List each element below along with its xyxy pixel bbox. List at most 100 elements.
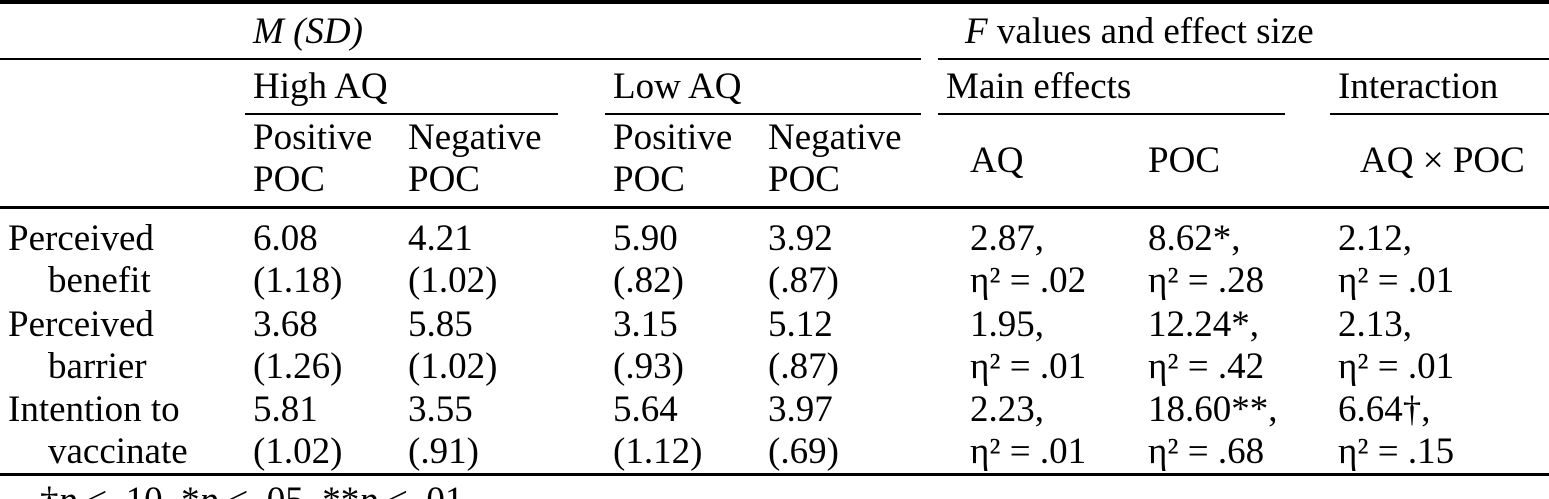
cell-main-effect-poc: 18.60**, η² = .68 — [1140, 387, 1286, 476]
col-header-low-positive-poc: Positive POC — [605, 114, 760, 209]
data-row-perceived-barrier: Perceived barrier 3.68 (1.26) 5.85 (1.02) … — [0, 303, 1549, 388]
note-p: p — [59, 480, 78, 499]
note-dagger: † — [40, 480, 59, 499]
mean-value: 5.85 — [408, 303, 473, 345]
cell-high-positive: 5.81 (1.02) — [245, 387, 400, 476]
cell-high-negative: 4.21 (1.02) — [400, 208, 558, 303]
corner-cell — [0, 59, 245, 114]
f-value: 2.23, — [970, 388, 1045, 430]
sd-value: (1.26) — [253, 345, 343, 387]
group-high-aq: High AQ — [245, 59, 558, 115]
data-row-perceived-benefit: Perceived benefit 6.08 (1.18) 4.21 (1.02) … — [0, 208, 1549, 303]
cell-high-negative: 5.85 (1.02) — [400, 303, 558, 388]
cell-gap — [1285, 387, 1331, 476]
eta-squared: η² = .01 — [970, 430, 1087, 472]
col-header-aq: AQ — [938, 114, 1141, 209]
col-header-aq-x-poc: AQ × POC — [1330, 114, 1549, 209]
sd-value: (.87) — [768, 345, 839, 387]
group-interaction: Interaction — [1330, 59, 1549, 115]
sd-value: (1.12) — [613, 430, 703, 472]
note-text: < .05, ** — [218, 480, 359, 499]
eta-squared: η² = .01 — [1338, 345, 1455, 387]
cell-interaction: 2.13, η² = .01 — [1330, 303, 1549, 388]
sd-value: (.91) — [408, 430, 479, 472]
data-row-intention-to-vaccinate: Intention to vaccinate 5.81 (1.02) 3.55 (.… — [0, 387, 1549, 476]
eta-squared: η² = .68 — [1148, 430, 1265, 472]
mean-value: 4.21 — [408, 218, 473, 259]
mean-value: 3.97 — [768, 388, 833, 430]
anova-results-table: M (SD) F values and effect size High AQ … — [0, 0, 1549, 476]
row-label-line2: barrier — [48, 345, 147, 387]
header-row-groups: High AQ Low AQ Main effects Interaction — [0, 59, 1549, 115]
header-row-columns: Positive POC Negative POC Positive POC N… — [0, 114, 1549, 209]
mean-value: 5.64 — [613, 388, 678, 430]
cell-low-negative: 3.92 (.87) — [760, 208, 921, 303]
f-value: 2.12, — [1338, 218, 1413, 259]
eta-squared: η² = .28 — [1148, 260, 1265, 301]
sd-value: (1.02) — [408, 345, 498, 387]
col-gap — [558, 114, 605, 209]
row-label: Intention to vaccinate — [0, 387, 245, 476]
eta-squared: η² = .15 — [1338, 430, 1455, 472]
mean-value: 5.12 — [768, 303, 833, 345]
eta-squared: η² = .42 — [1148, 345, 1265, 387]
corner-cell — [0, 114, 245, 209]
row-label-line1: Perceived — [8, 303, 154, 345]
mean-value: 6.08 — [253, 218, 318, 259]
sd-value: (.69) — [768, 430, 839, 472]
group-gap — [1285, 59, 1330, 114]
cell-interaction: 6.64†, η² = .15 — [1330, 387, 1549, 476]
eta-squared: η² = .02 — [970, 260, 1087, 301]
mean-value: 3.68 — [253, 303, 318, 345]
cell-low-positive: 3.15 (.93) — [605, 303, 760, 388]
sd-value: (1.18) — [253, 260, 343, 301]
row-label-line2: benefit — [48, 260, 151, 301]
row-label: Perceived benefit — [0, 208, 245, 303]
f-value: 2.13, — [1338, 303, 1413, 345]
group-gap — [558, 59, 605, 114]
eta-squared: η² = .01 — [970, 345, 1087, 387]
row-label-line2: vaccinate — [48, 430, 188, 472]
significance-note: †p < .10, *p < .05, **p < .01. — [40, 480, 1549, 499]
cell-low-negative: 5.12 (.87) — [760, 303, 921, 388]
cell-main-effect-poc: 12.24*, η² = .42 — [1140, 303, 1285, 388]
cell-gap — [921, 208, 938, 303]
note-p: p — [359, 480, 378, 499]
row-label-line1: Intention to — [8, 388, 180, 430]
spanner-gap — [921, 0, 939, 59]
note-p: p — [200, 480, 219, 499]
cell-interaction: 2.12, η² = .01 — [1330, 208, 1549, 303]
f-value: 8.62*, — [1148, 218, 1241, 259]
mean-value: 5.90 — [613, 218, 678, 259]
sd-value: (.93) — [613, 345, 684, 387]
cell-main-effect-aq: 2.23, η² = .01 — [938, 387, 1141, 476]
cell-low-positive: 5.64 (1.12) — [605, 387, 760, 476]
mean-value: 3.92 — [768, 218, 833, 259]
sd-value: (1.02) — [253, 430, 343, 472]
corner-cell — [0, 0, 245, 60]
group-main-effects: Main effects — [938, 59, 1286, 115]
mean-value: 5.81 — [253, 388, 318, 430]
cell-low-negative: 3.97 (.69) — [760, 387, 922, 476]
cell-gap — [921, 303, 938, 388]
col-header-high-negative-poc: Negative POC — [400, 114, 558, 209]
cell-gap — [1285, 208, 1330, 303]
note-text: < .01. — [378, 480, 473, 499]
row-label: Perceived barrier — [0, 303, 245, 388]
mean-value: 3.55 — [408, 388, 473, 430]
row-label-line1: Perceived — [8, 218, 154, 259]
cell-low-positive: 5.90 (.82) — [605, 208, 760, 303]
group-low-aq: Low AQ — [605, 59, 922, 115]
cell-high-positive: 3.68 (1.26) — [245, 303, 400, 388]
cell-gap — [558, 303, 605, 388]
cell-high-negative: 3.55 (.91) — [400, 387, 558, 476]
mean-value: 3.15 — [613, 303, 678, 345]
f-values-spanner: F values and effect size — [938, 0, 1549, 60]
cell-main-effect-aq: 1.95, η² = .01 — [938, 303, 1140, 388]
col-gap — [921, 114, 939, 209]
f-value: 18.60**, — [1148, 388, 1278, 430]
cell-high-positive: 6.08 (1.18) — [245, 208, 400, 303]
cell-main-effect-aq: 2.87, η² = .02 — [938, 208, 1140, 303]
cell-main-effect-poc: 8.62*, η² = .28 — [1140, 208, 1285, 303]
col-header-low-negative-poc: Negative POC — [760, 114, 922, 209]
